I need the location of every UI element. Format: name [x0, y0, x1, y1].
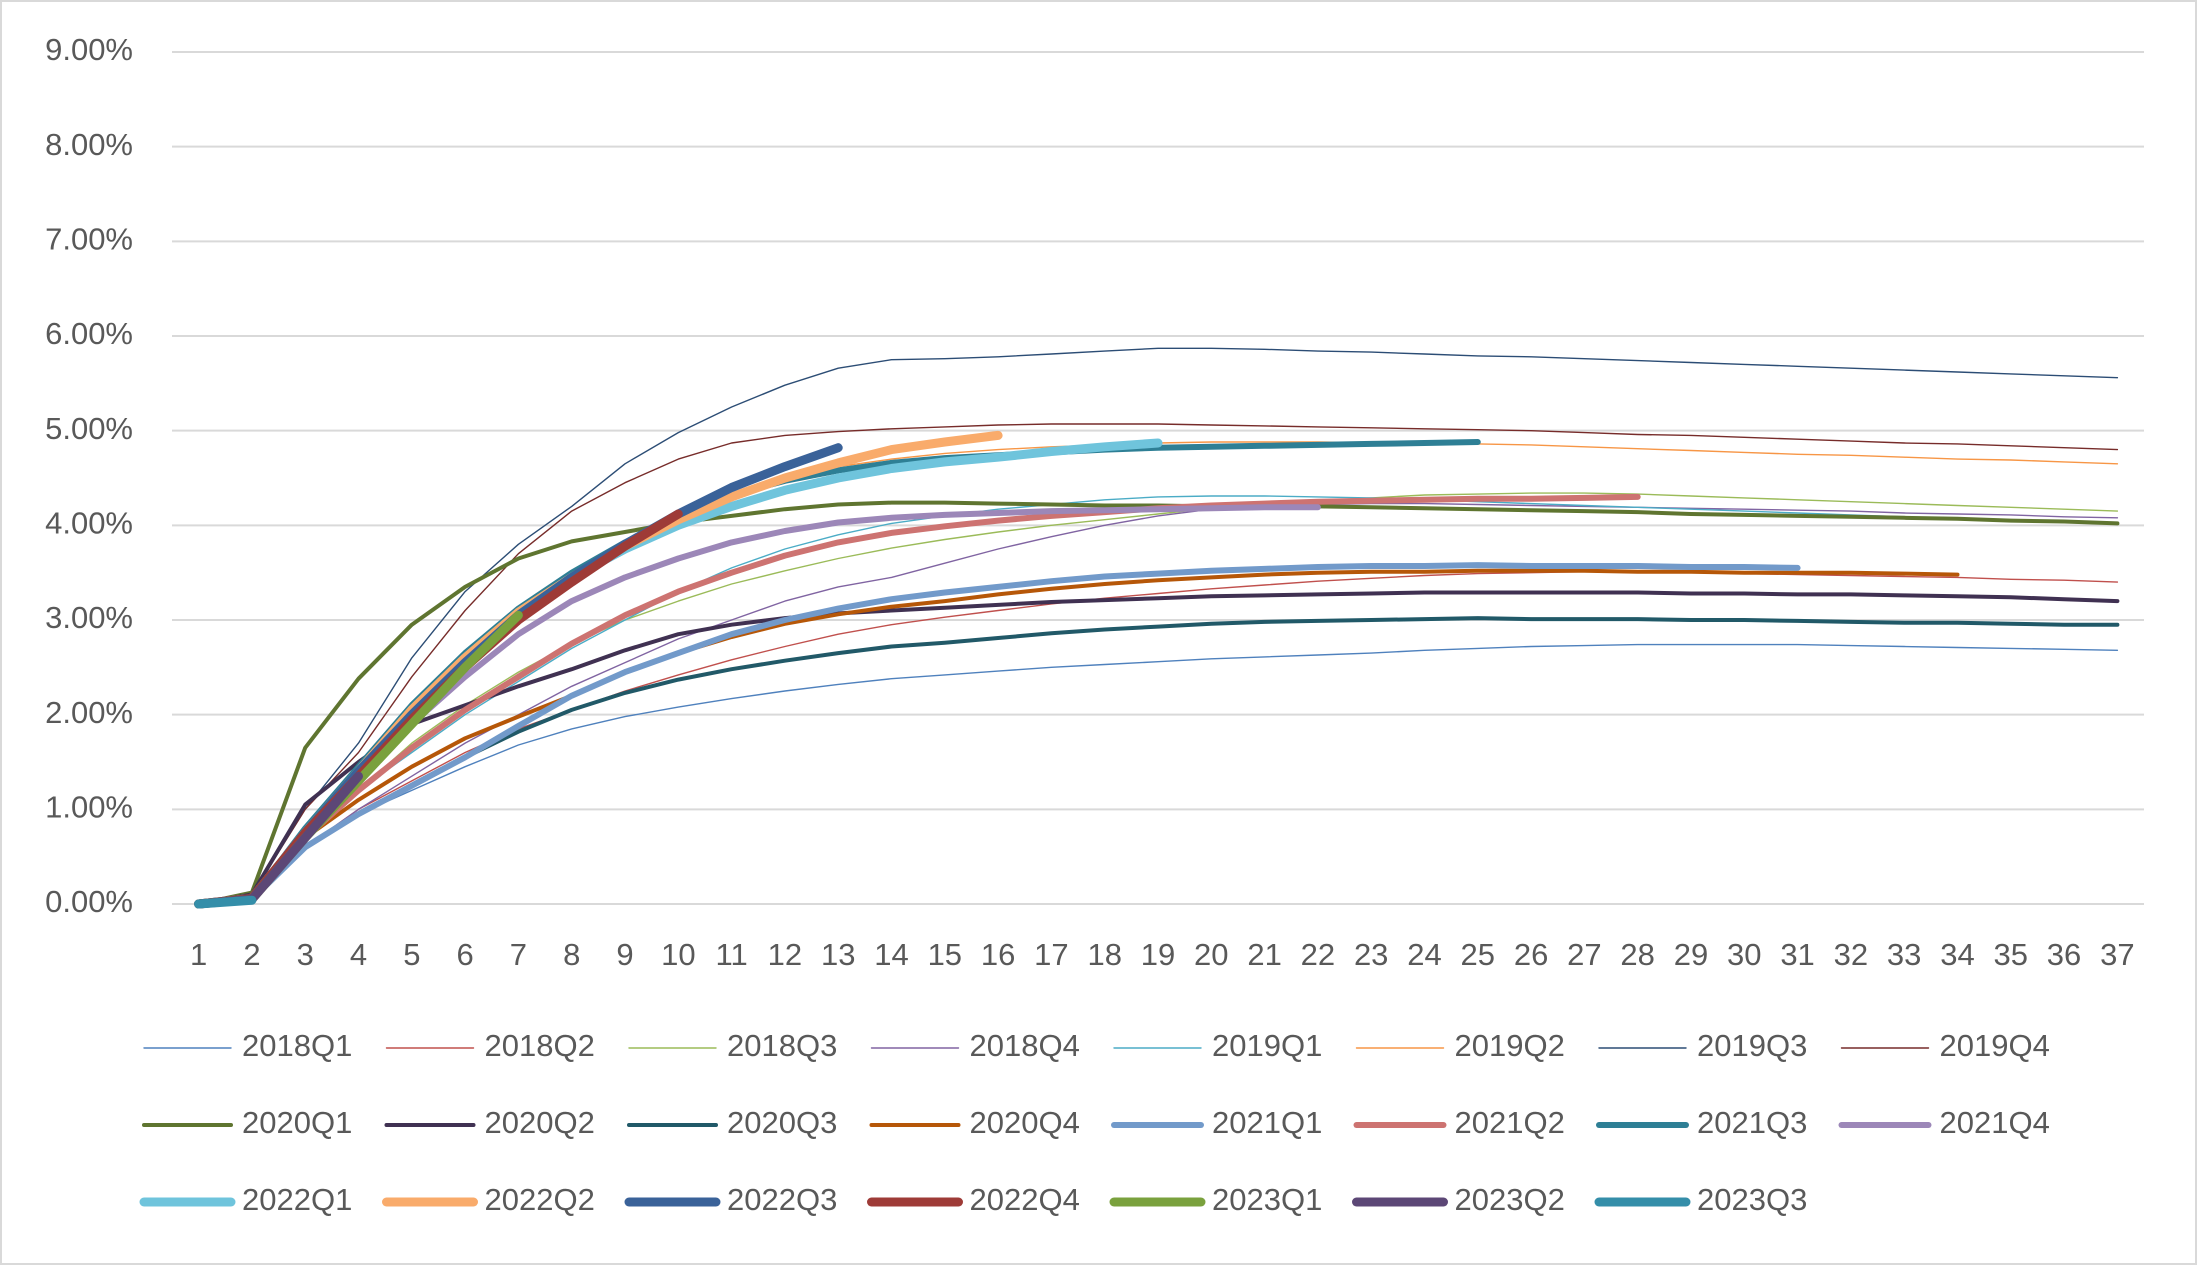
y-tick-label: 0.00%: [45, 884, 133, 919]
x-tick-label: 30: [1727, 937, 1761, 972]
x-tick-label: 12: [768, 937, 802, 972]
x-tick-label: 11: [716, 937, 748, 972]
y-tick-label: 3.00%: [45, 600, 133, 635]
x-tick-label: 10: [661, 937, 695, 972]
legend-label: 2020Q2: [485, 1105, 595, 1140]
x-tick-label: 26: [1514, 937, 1548, 972]
legend-label: 2021Q1: [1212, 1105, 1322, 1140]
x-tick-label: 17: [1034, 937, 1068, 972]
legend-label: 2020Q4: [970, 1105, 1080, 1140]
legend-label: 2023Q2: [1455, 1182, 1565, 1217]
legend-label: 2018Q2: [485, 1028, 595, 1063]
series-line: [197, 423, 2119, 905]
x-tick-label: 29: [1674, 937, 1708, 972]
legend-label: 2020Q1: [242, 1105, 352, 1140]
y-tick-label: 1.00%: [45, 790, 133, 825]
x-tick-label: 19: [1141, 937, 1175, 972]
x-tick-label: 28: [1620, 937, 1654, 972]
x-tick-label: 5: [403, 937, 420, 972]
x-tick-label: 22: [1301, 937, 1335, 972]
series-line: [197, 643, 2119, 905]
x-tick-label: 24: [1407, 937, 1441, 972]
y-tick-label: 6.00%: [45, 316, 133, 351]
legend-label: 2018Q3: [727, 1028, 837, 1063]
x-tick-label: 35: [1994, 937, 2028, 972]
series-line: [197, 492, 2119, 905]
series-line: [196, 568, 1960, 906]
x-tick-label: 9: [616, 937, 633, 972]
legend-label: 2022Q1: [242, 1182, 352, 1217]
y-tick-label: 4.00%: [45, 506, 133, 541]
x-tick-label: 3: [297, 937, 314, 972]
x-tick-label: 27: [1567, 937, 1601, 972]
legend-label: 2019Q4: [1940, 1028, 2050, 1063]
legend-label: 2022Q3: [727, 1182, 837, 1217]
x-tick-label: 2: [243, 937, 260, 972]
x-tick-label: 31: [1780, 937, 1814, 972]
legend-label: 2020Q3: [727, 1105, 837, 1140]
x-tick-label: 37: [2100, 937, 2134, 972]
x-tick-label: 36: [2047, 937, 2081, 972]
x-tick-label: 33: [1887, 937, 1921, 972]
series-line: [196, 616, 2120, 906]
legend-label: 2021Q2: [1455, 1105, 1565, 1140]
x-tick-label: 32: [1834, 937, 1868, 972]
x-tick-label: 21: [1247, 937, 1281, 972]
x-tick-label: 23: [1354, 937, 1388, 972]
x-tick-label: 25: [1461, 937, 1495, 972]
series-line: [197, 495, 2119, 905]
legend-label: 2021Q3: [1697, 1105, 1807, 1140]
legend-label: 2023Q3: [1697, 1182, 1807, 1217]
y-tick-label: 2.00%: [45, 695, 133, 730]
x-tick-label: 8: [563, 937, 580, 972]
legend-label: 2021Q4: [1940, 1105, 2050, 1140]
x-tick-label: 18: [1087, 937, 1121, 972]
x-tick-label: 15: [928, 937, 962, 972]
series-line: [195, 562, 1801, 907]
x-tick-label: 16: [981, 937, 1015, 972]
y-tick-label: 9.00%: [45, 32, 133, 67]
legend-label: 2019Q2: [1455, 1028, 1565, 1063]
x-tick-label: 4: [350, 937, 367, 972]
x-tick-label: 13: [821, 937, 855, 972]
legend-label: 2022Q2: [485, 1182, 595, 1217]
series-line: [197, 347, 2119, 905]
legend-label: 2019Q1: [1212, 1028, 1322, 1063]
y-tick-label: 5.00%: [45, 411, 133, 446]
legend-label: 2018Q1: [242, 1028, 352, 1063]
legend-label: 2023Q1: [1212, 1182, 1322, 1217]
legend-label: 2018Q4: [970, 1028, 1080, 1063]
x-tick-label: 20: [1194, 937, 1228, 972]
y-tick-label: 7.00%: [45, 222, 133, 257]
series-line: [194, 895, 257, 909]
series-line: [195, 493, 1641, 907]
legend-label: 2019Q3: [1697, 1028, 1807, 1063]
series-line: [196, 590, 2120, 906]
x-tick-label: 34: [1940, 937, 1974, 972]
legend-label: 2022Q4: [970, 1182, 1080, 1217]
x-tick-label: 6: [457, 937, 474, 972]
y-tick-label: 8.00%: [45, 127, 133, 162]
x-tick-label: 7: [510, 937, 527, 972]
x-tick-label: 1: [190, 937, 207, 972]
x-tick-label: 14: [874, 937, 908, 972]
